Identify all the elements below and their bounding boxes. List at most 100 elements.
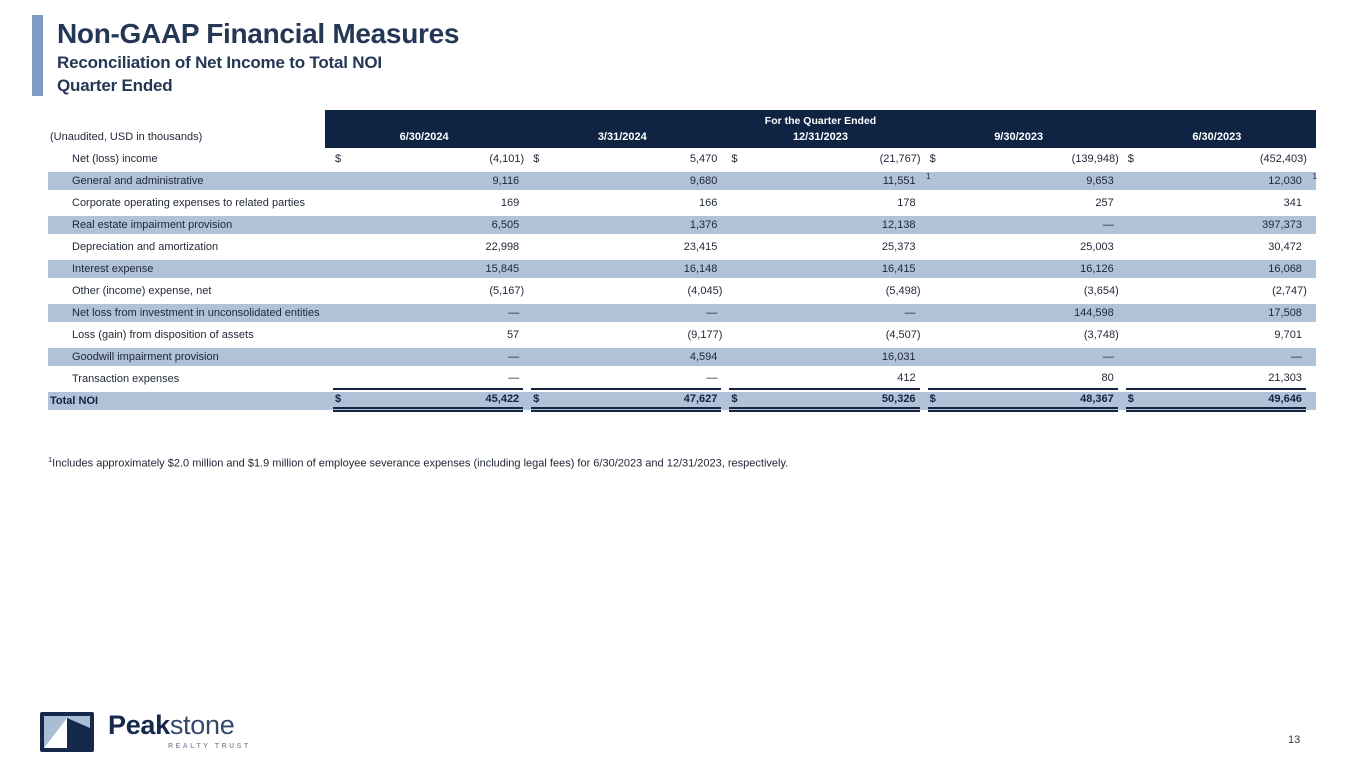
column-header-2: 3/31/2024 — [597, 131, 647, 143]
cell-value: (2,747) — [1272, 285, 1307, 297]
currency-symbol: $ — [335, 153, 342, 165]
table-cell: 12,138 — [721, 214, 919, 236]
table-cell: 30,472 — [1118, 236, 1316, 258]
cell-value: (3,654) — [1083, 285, 1119, 297]
table-cell: 16,148 — [523, 258, 721, 280]
table-row: Total NOI $ 45,422 $ 47,627 $ 50,326 — [48, 390, 1316, 412]
table-row: Depreciation and amortization 22,998 23,… — [48, 236, 1316, 258]
column-headers: 6/30/2024 3/31/2024 12/31/2023 9/30/2023… — [325, 131, 1316, 143]
table-cell: $ (21,767) — [721, 148, 921, 170]
cell-value: (5,498) — [885, 285, 921, 297]
cell-value: 21,303 — [1268, 372, 1302, 384]
brand-tagline: REALTY TRUST — [168, 743, 251, 750]
currency-symbol: $ — [731, 153, 738, 165]
table-cell: 397,373 — [1118, 214, 1316, 236]
table-row: General and administrative 9,116 9,680 1… — [48, 170, 1317, 192]
cell-value: (5,167) — [489, 285, 525, 297]
table-cell: 80 — [920, 368, 1118, 390]
cell-value: 6,505 — [491, 219, 520, 231]
table-cell: 166 — [523, 192, 721, 214]
brand-text: Peakstone REALTY TRUST — [108, 710, 251, 751]
table-cell: 341 — [1118, 192, 1316, 214]
table-cell: 21,303 — [1118, 368, 1316, 390]
brand-name-light: stone — [169, 710, 235, 740]
cell-value: 45,422 — [485, 392, 520, 405]
currency-symbol: $ — [929, 153, 936, 165]
cell-value: — — [1102, 351, 1114, 363]
column-header-1: 6/30/2024 — [399, 131, 449, 143]
table-cell: (3,748) — [920, 324, 1119, 346]
cell-value: 9,680 — [689, 175, 718, 187]
cell-value: 49,646 — [1268, 392, 1302, 405]
table-cell: — — [325, 346, 523, 368]
table-cell: (5,167) — [325, 280, 525, 302]
table-cell: $ 47,627 — [523, 390, 722, 412]
title-block: Non-GAAP Financial Measures Reconciliati… — [57, 18, 459, 96]
cell-value: 9,701 — [1274, 329, 1302, 341]
cell-value: (9,177) — [687, 329, 723, 341]
cell-value: 4,594 — [689, 351, 718, 363]
column-header-5: 6/30/2023 — [1192, 131, 1242, 143]
mountain-logo-icon — [40, 712, 94, 752]
row-label: Loss (gain) from disposition of assets — [72, 329, 254, 341]
cell-value: (3,748) — [1083, 329, 1119, 341]
cell-value: 144,598 — [1073, 307, 1114, 319]
cell-value: 17,508 — [1268, 307, 1302, 319]
table-cell: — — [1118, 346, 1316, 368]
unit-note: (Unaudited, USD in thousands) — [50, 131, 203, 143]
currency-symbol: $ — [1127, 153, 1134, 165]
currency-symbol: $ — [533, 153, 540, 165]
table-cell: $ 49,646 — [1118, 390, 1316, 412]
table-cell: 9,680 — [523, 170, 721, 192]
table-cell: 15,845 — [325, 258, 523, 280]
page-subtitle-2: Quarter Ended — [57, 76, 173, 95]
footnote-superscript: 1 — [48, 455, 53, 464]
row-label: Corporate operating expenses to related … — [72, 197, 305, 209]
table-cell: — — [523, 302, 721, 324]
row-label: Goodwill impairment provision — [72, 351, 219, 363]
title-accent-bar — [32, 15, 43, 96]
cell-value: 23,415 — [683, 241, 718, 253]
currency-symbol: $ — [731, 392, 738, 405]
cell-value: 11,551 — [882, 175, 916, 187]
table-cell: 1,376 — [523, 214, 721, 236]
table-cell: 9,116 — [325, 170, 523, 192]
table-cell: 257 — [920, 192, 1118, 214]
company-logo: Peakstone REALTY TRUST — [40, 712, 251, 752]
cell-value: — — [508, 307, 520, 319]
table-cell: (9,177) — [523, 324, 723, 346]
table-row: Transaction expenses — — 412 — [48, 368, 1316, 390]
cell-value: 47,627 — [683, 392, 718, 405]
table-cell: 9,653 — [920, 170, 1118, 192]
cell-value: (4,045) — [687, 285, 723, 297]
cell-value: 257 — [1095, 197, 1114, 209]
table-header: (Unaudited, USD in thousands) For the Qu… — [48, 110, 1316, 148]
table-cell: 4,594 — [523, 346, 721, 368]
table-cell: (3,654) — [920, 280, 1119, 302]
cell-value: — — [1290, 351, 1302, 363]
table-row: Loss (gain) from disposition of assets 5… — [48, 324, 1316, 346]
table-cell: 16,031 — [721, 346, 919, 368]
row-label: Other (income) expense, net — [72, 285, 212, 297]
cell-value: 22,998 — [485, 241, 520, 253]
table-cell: 412 — [721, 368, 920, 390]
cell-value: (21,767) — [879, 153, 921, 165]
page-title: Non-GAAP Financial Measures — [57, 18, 460, 49]
cell-value: 397,373 — [1262, 219, 1302, 231]
table-cell: $ 48,367 — [920, 390, 1118, 412]
table-cell: $ 5,470 — [523, 148, 721, 170]
cell-value: 412 — [897, 372, 916, 384]
table-cell: 57 — [325, 324, 523, 346]
table-cell: $ 50,326 — [721, 390, 920, 412]
table-cell: 12,030 1 — [1118, 170, 1317, 192]
table-row: Real estate impairment provision 6,505 1… — [48, 214, 1316, 236]
cell-value: (4,507) — [885, 329, 921, 341]
row-label: Depreciation and amortization — [72, 241, 219, 253]
table-cell: — — [920, 214, 1118, 236]
cell-value: 5,470 — [689, 153, 718, 165]
table-cell: $ (452,403) — [1118, 148, 1316, 170]
row-label: General and administrative — [72, 175, 204, 187]
table-cell: 9,701 — [1118, 324, 1316, 346]
row-label: Net (loss) income — [72, 153, 158, 165]
